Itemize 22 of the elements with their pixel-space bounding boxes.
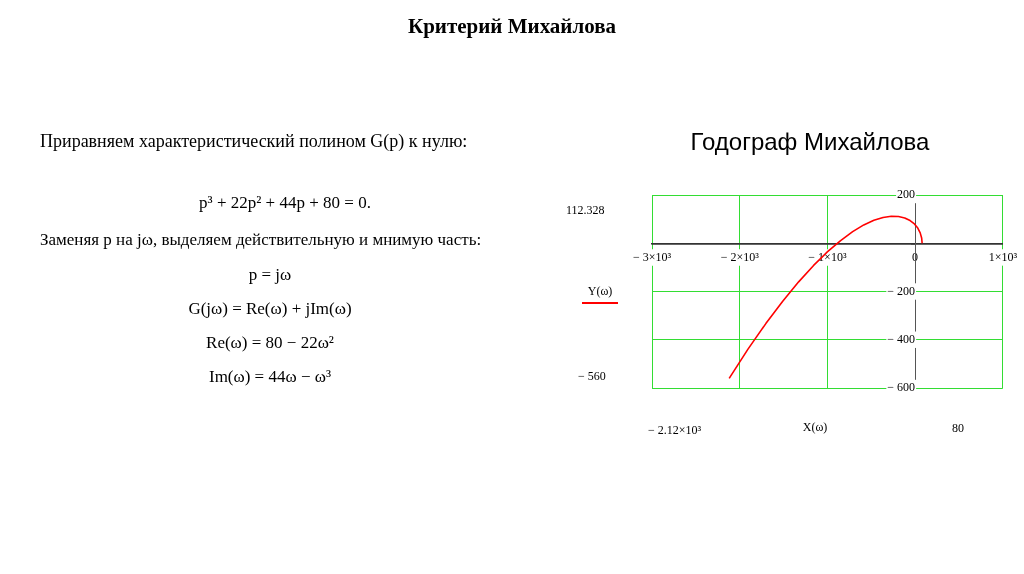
y-tick-label: − 200 <box>887 283 916 298</box>
text: − 560 <box>578 369 607 384</box>
text: Re(ω) = 80 − 22ω² <box>205 333 335 353</box>
y-tick-label: 200 <box>897 187 916 202</box>
text: Y(ω) <box>586 284 614 300</box>
y-tick-label: − 600 <box>887 380 916 395</box>
text: 112.328 <box>566 203 606 218</box>
x-tick-label: − 3×10³ <box>632 249 672 264</box>
text: p³ + 22p² + 44p + 80 = 0. <box>198 193 372 213</box>
y-tick-label: − 400 <box>887 331 916 346</box>
x-tick-label: − 2×10³ <box>720 249 760 264</box>
text: Приравняем характеристический полином G(p) к нулю: <box>40 131 468 152</box>
text: Заменяя p на jω, выделяем действительную и мнимую часть: <box>40 230 483 250</box>
text: − 2.12×10³ <box>648 423 703 438</box>
text: G(jω) = Re(ω) + jIm(ω) <box>187 299 353 319</box>
text: 80 <box>952 421 965 436</box>
x-axis-title: X(ω) <box>801 420 829 435</box>
text: Im(ω) = 44ω − ω³ <box>207 367 332 387</box>
x-tick-label: 1×10³ <box>988 249 1018 264</box>
chart-title: Критерий Михайлова <box>406 14 618 39</box>
chart-subtitle: Годограф Михайлова <box>689 128 931 156</box>
text: p = jω <box>247 265 293 285</box>
